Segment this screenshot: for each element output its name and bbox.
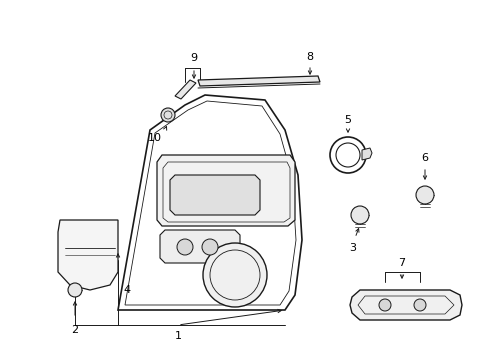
- Circle shape: [203, 243, 266, 307]
- Text: 9: 9: [190, 53, 197, 63]
- Text: 8: 8: [306, 52, 313, 62]
- Circle shape: [177, 239, 193, 255]
- Text: 5: 5: [344, 115, 351, 125]
- Text: 4: 4: [123, 285, 130, 295]
- Circle shape: [378, 299, 390, 311]
- Text: 3: 3: [349, 243, 356, 253]
- Polygon shape: [349, 290, 461, 320]
- Polygon shape: [160, 230, 240, 263]
- Polygon shape: [170, 175, 260, 215]
- Circle shape: [413, 299, 425, 311]
- Circle shape: [350, 206, 368, 224]
- Text: 10: 10: [148, 133, 162, 143]
- Polygon shape: [58, 220, 118, 290]
- Polygon shape: [118, 95, 302, 310]
- Polygon shape: [175, 80, 196, 99]
- Polygon shape: [198, 76, 319, 86]
- Polygon shape: [361, 148, 371, 160]
- Polygon shape: [157, 155, 294, 226]
- Text: 6: 6: [421, 153, 427, 163]
- Circle shape: [68, 283, 82, 297]
- Text: 7: 7: [398, 258, 405, 268]
- Circle shape: [161, 108, 175, 122]
- Circle shape: [202, 239, 218, 255]
- Text: 2: 2: [71, 325, 79, 335]
- Text: 1: 1: [174, 331, 181, 341]
- Circle shape: [415, 186, 433, 204]
